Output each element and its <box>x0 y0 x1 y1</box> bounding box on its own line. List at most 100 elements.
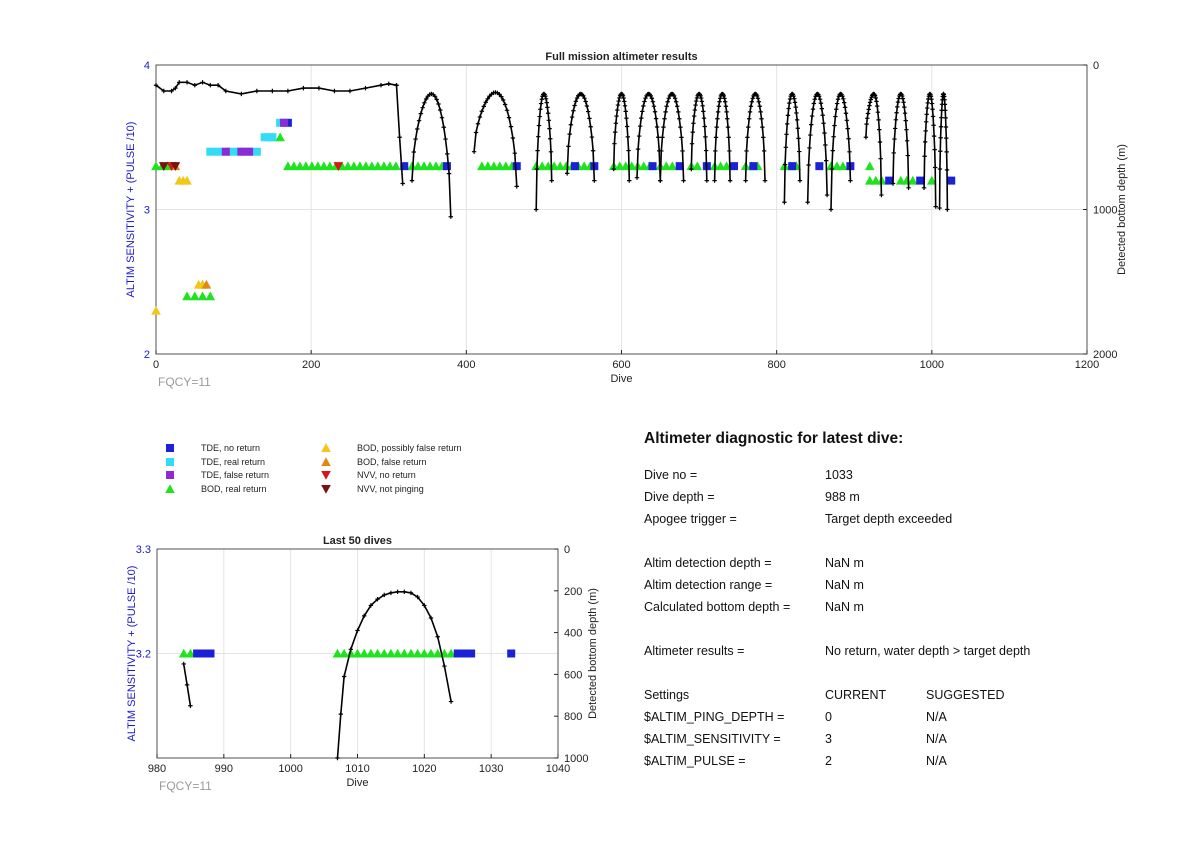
marker-bod-real-return <box>197 291 208 301</box>
depth-profile-point <box>434 97 439 102</box>
depth-profile-point <box>805 200 810 205</box>
depth-profile-point <box>929 97 934 102</box>
depth-profile-point <box>690 129 695 135</box>
depth-profile-point <box>548 149 554 154</box>
x-tick-label: 980 <box>148 763 166 775</box>
depth-profile-point <box>537 114 542 119</box>
depth-profile-point <box>409 178 415 183</box>
depth-profile-point <box>932 165 938 170</box>
marker-tde-no-return <box>442 162 451 171</box>
depth-profile-point <box>872 93 878 98</box>
settings-header-current: CURRENT <box>825 688 887 702</box>
diagnostic-row: Calculated bottom depth = NaN m <box>644 596 1164 618</box>
depth-profile-point <box>845 126 850 131</box>
depth-profile-point <box>901 100 906 105</box>
depth-profile-point <box>341 674 347 679</box>
depth-profile-point <box>900 93 905 99</box>
marker-bod-real-return <box>426 648 436 658</box>
depth-profile-point <box>867 103 872 108</box>
settings-header-suggested: SUGGESTED <box>926 688 1005 702</box>
depth-profile-point <box>439 115 445 120</box>
depth-profile-point <box>718 96 723 101</box>
marker-tde-real-return <box>214 147 223 156</box>
depth-profile-point <box>568 122 574 127</box>
depth-profile-point <box>679 135 684 140</box>
marker-tde-no-return <box>729 162 738 171</box>
marker-bod-real-return <box>189 291 200 301</box>
depth-profile-point <box>643 96 648 101</box>
y-left-axis-label: ALTIM SENSITIVITY + (PULSE /10) <box>125 122 137 298</box>
depth-profile-point <box>864 121 869 127</box>
depth-profile-point <box>615 107 620 113</box>
depth-profile-point <box>755 96 761 101</box>
depth-profile-point <box>169 88 174 94</box>
depth-profile-point <box>549 178 554 183</box>
marker-bod-real-return <box>205 291 216 301</box>
x-tick-label: 1000 <box>278 763 302 775</box>
settings-header-row: Settings CURRENT SUGGESTED <box>644 684 1164 706</box>
diagnostic-label: Dive no = <box>644 468 698 482</box>
depth-profile-point <box>254 88 260 94</box>
marker-bod-real-return <box>908 175 918 185</box>
depth-profile-point <box>834 101 840 106</box>
depth-profile-point <box>832 123 837 128</box>
depth-profile-point <box>841 96 846 102</box>
depth-profile-point <box>612 129 618 135</box>
setting-suggested: N/A <box>926 754 947 768</box>
marker-bod-real-return <box>386 648 396 658</box>
legend-marker-bod-false-return <box>321 457 331 466</box>
depth-profile-point <box>701 115 707 121</box>
marker-bod-real-return <box>359 648 369 658</box>
legend-label: TDE, no return <box>201 443 260 453</box>
depth-profile-point <box>654 124 660 130</box>
depth-profile-point <box>573 99 579 104</box>
marker-bod-real-return <box>366 648 376 658</box>
depth-profile-point <box>536 134 541 139</box>
depth-profile-point <box>846 136 851 141</box>
depth-profile-point <box>208 83 213 88</box>
depth-profile-point <box>508 124 514 129</box>
depth-profile-point <box>543 96 549 102</box>
depth-profile-point <box>699 99 705 104</box>
legend-item: TDE, false return <box>166 470 269 480</box>
diagnostic-label: Dive depth = <box>644 490 715 504</box>
depth-profile-point <box>184 80 190 85</box>
depth-profile-point <box>666 96 671 101</box>
depth-profile-point <box>502 102 508 107</box>
depth-profile-point <box>701 109 706 114</box>
depth-profile-point <box>892 136 897 142</box>
depth-profile-point <box>722 99 728 104</box>
diagnostic-value: NaN m <box>825 600 864 614</box>
y-right-tick-label: 0 <box>564 544 570 556</box>
depth-profile-point <box>900 96 906 101</box>
depth-profile-point <box>395 589 400 595</box>
depth-profile-point <box>809 113 815 119</box>
marker-tde-real-return <box>268 133 277 142</box>
marker-tde-no-return <box>199 649 208 658</box>
depth-profile-point <box>703 134 708 140</box>
marker-tde-no-return <box>400 162 409 171</box>
diagnostic-value: 988 m <box>825 490 860 504</box>
depth-profile-point <box>443 136 448 142</box>
depth-profile-point <box>930 114 936 119</box>
depth-profile-point <box>661 124 666 130</box>
depth-profile-point <box>622 99 627 104</box>
depth-profile-point <box>744 148 749 154</box>
depth-profile-point <box>375 596 380 602</box>
setting-name: $ALTIM_PING_DEPTH = <box>644 710 785 724</box>
depth-profile-point <box>445 151 450 157</box>
depth-profile-point <box>723 104 729 109</box>
depth-profile-point <box>717 99 722 104</box>
setting-current: 0 <box>825 710 832 724</box>
depth-profile-point <box>876 117 881 123</box>
depth-profile-point <box>589 134 595 140</box>
depth-profile-point <box>681 178 686 183</box>
depth-profile-point <box>663 109 668 115</box>
depth-profile-point <box>831 134 836 139</box>
depth-profile-point <box>626 148 631 153</box>
marker-tde-no-return <box>460 649 469 658</box>
depth-profile-point <box>388 590 394 596</box>
depth-profile-line <box>923 92 937 207</box>
depth-profile-point <box>867 100 873 105</box>
marker-tde-real-return <box>252 147 261 156</box>
